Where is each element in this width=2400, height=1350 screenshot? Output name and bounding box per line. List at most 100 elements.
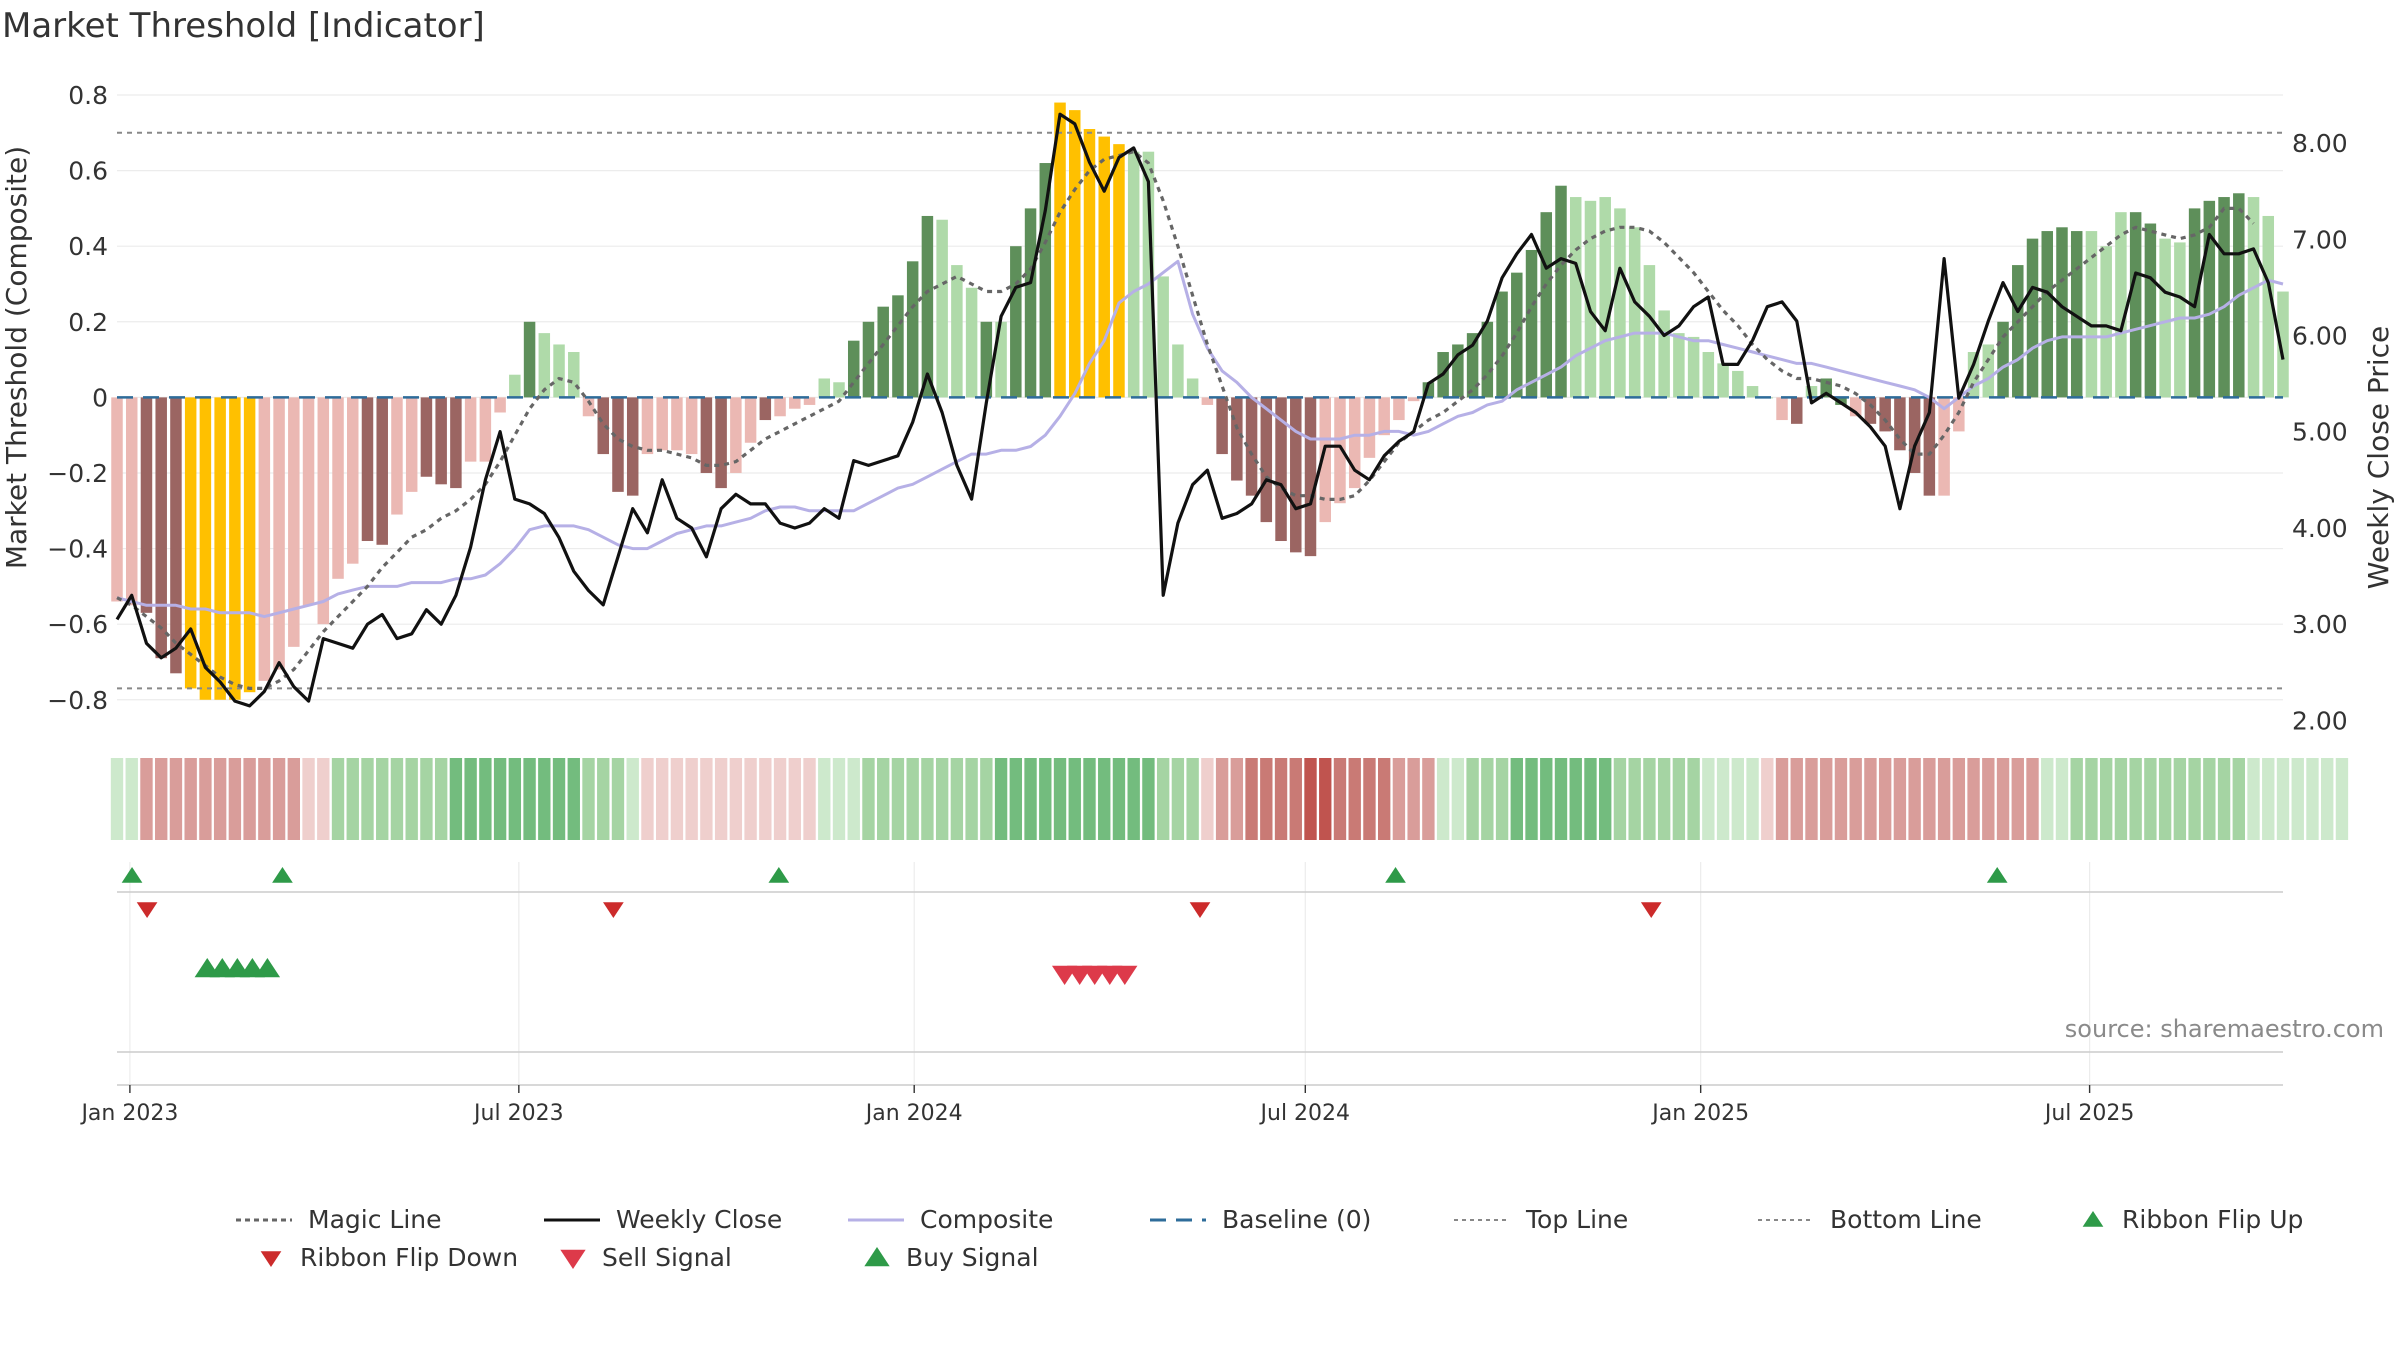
- x-axis: Jan 2023 Jul 2023 Jan 2024 Jul 2024 Jan 2025…: [79, 1084, 2283, 1126]
- ribbon-cell: [1156, 758, 1170, 840]
- ribbon-cell: [346, 758, 359, 840]
- composite-bar: [243, 397, 256, 693]
- composite-bar: [391, 397, 403, 515]
- composite-bar: [1245, 397, 1258, 496]
- composite-bar: [1275, 397, 1287, 542]
- composite-bar: [1894, 397, 1906, 451]
- ribbon-cell: [2041, 758, 2054, 840]
- composite-bar: [980, 321, 993, 398]
- composite-bar: [2026, 238, 2039, 398]
- ribbon-cell: [1702, 758, 1715, 840]
- ribbon-cell: [2217, 758, 2231, 840]
- legend-label: Buy Signal: [906, 1243, 1039, 1272]
- ribbon-cell: [714, 758, 728, 840]
- composite-bar: [509, 374, 521, 398]
- ribbon-cell: [199, 758, 212, 840]
- ribbon-cell: [2129, 758, 2142, 840]
- ribbon-cell: [493, 758, 507, 840]
- ribbon-flip-down-marker: [136, 902, 158, 918]
- ribbon-flip-up-marker: [272, 867, 293, 883]
- composite-bar: [450, 397, 462, 489]
- ribbon-cell: [685, 758, 698, 840]
- ribbon-cell: [1672, 758, 1686, 840]
- right-tick-label: 2.00: [2292, 706, 2348, 735]
- ribbon-cell: [1599, 758, 1612, 840]
- composite-bar: [2070, 231, 2083, 398]
- legend-swatch: [544, 1218, 600, 1221]
- composite-bar: [921, 215, 934, 398]
- ribbon-cell: [420, 758, 433, 840]
- right-axis-label: Weekly Close Price: [2362, 326, 2395, 589]
- composite-bar: [892, 295, 904, 398]
- right-tick-label: 3.00: [2292, 610, 2348, 639]
- composite-bar: [1599, 197, 1611, 398]
- composite-bar: [1540, 212, 1553, 398]
- ribbon-cell: [597, 758, 610, 840]
- composite-bar: [1908, 397, 1921, 473]
- ribbon-cell: [361, 758, 374, 840]
- ribbon-cell: [1466, 758, 1479, 840]
- legend-item: Composite: [846, 1205, 1053, 1234]
- ribbon-cell: [1731, 758, 1745, 840]
- ribbon-cell: [655, 758, 669, 840]
- composite-bar: [597, 397, 609, 455]
- ribbon-cell: [773, 758, 787, 840]
- ribbon-cell: [508, 758, 522, 840]
- reference-lines: [117, 131, 2283, 690]
- composite-bar: [1142, 151, 1155, 398]
- ribbon-cell: [759, 758, 772, 840]
- composite-bar: [1290, 397, 1302, 553]
- composite-bar: [1186, 378, 1199, 398]
- ribbon-cell: [213, 758, 227, 840]
- legend-label: Sell Signal: [602, 1243, 732, 1272]
- ribbon-cell: [1068, 758, 1081, 840]
- ribbon-cell: [626, 758, 639, 840]
- ribbon-cell: [2291, 758, 2304, 840]
- legend-label: Bottom Line: [1830, 1205, 1982, 1234]
- composite-bar: [906, 261, 919, 398]
- ribbon-cell: [1761, 758, 1774, 840]
- legend-label: Top Line: [1526, 1205, 1629, 1234]
- ribbon-cell: [2188, 758, 2201, 840]
- ribbon-cell: [1186, 758, 1199, 840]
- composite-bar: [214, 397, 226, 700]
- ribbon-cell: [1451, 758, 1465, 840]
- ribbon-cell: [552, 758, 566, 840]
- legend-item: Baseline (0): [1148, 1205, 1371, 1234]
- ribbon-cell: [1525, 758, 1538, 840]
- ribbon-cell: [935, 758, 949, 840]
- ribbon-cell: [228, 758, 242, 840]
- ribbon-flip-up-marker: [1385, 867, 1406, 883]
- ribbon-cell: [2070, 758, 2083, 840]
- ribbon-cell: [1495, 758, 1509, 840]
- ribbon-cell: [155, 758, 168, 840]
- composite-bar: [700, 397, 713, 473]
- composite-bar: [626, 397, 639, 496]
- ribbon-cell: [1436, 758, 1450, 840]
- ribbon-cell: [994, 758, 1008, 840]
- composite-bar: [258, 397, 271, 681]
- ribbon-cell: [317, 758, 330, 840]
- left-tick-label: 0.8: [68, 81, 108, 110]
- composite-bar: [568, 352, 580, 398]
- ribbon-cell: [331, 758, 345, 840]
- composite-bar: [789, 397, 801, 409]
- ribbon-cell: [877, 758, 890, 840]
- ribbon-cell: [1996, 758, 2010, 840]
- composite-bar: [1628, 227, 1641, 398]
- ribbon-cell: [464, 758, 477, 840]
- composite-bar: [1791, 397, 1803, 424]
- ribbon-cell: [258, 758, 271, 840]
- ribbon-cell: [1245, 758, 1258, 840]
- ribbon-cell: [862, 758, 875, 840]
- composite-bar: [803, 397, 816, 405]
- composite-bar: [361, 397, 374, 542]
- ribbon-cell: [1098, 758, 1111, 840]
- legend-label: Weekly Close: [616, 1205, 783, 1234]
- ribbon-cell: [1481, 758, 1494, 840]
- composite-bar: [862, 321, 875, 398]
- x-tick-label: Jul 2024: [1259, 1101, 1351, 1126]
- ribbon-cell: [2321, 758, 2334, 840]
- composite-bar: [715, 397, 727, 489]
